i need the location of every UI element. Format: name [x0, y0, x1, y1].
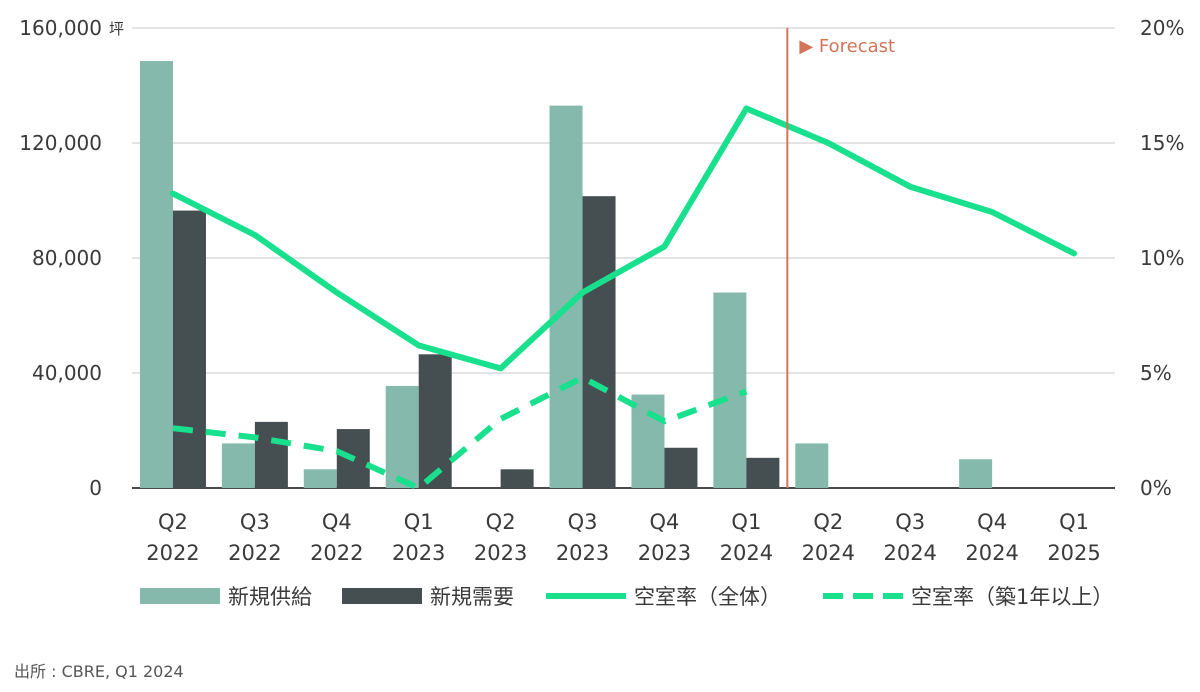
legend-swatch — [342, 588, 422, 604]
x-axis-ticks: Q2 2022 Q3 2022 Q4 2022 Q1 2023 Q2 2023 Q3 2023 Q4 20… — [146, 510, 1101, 565]
supply-bar — [303, 469, 337, 488]
x-tick-quarter: Q2 — [486, 510, 516, 534]
right-tick-label: 10% — [1140, 246, 1184, 270]
demand-bar — [664, 447, 698, 488]
x-tick-year: 2024 — [720, 541, 773, 565]
vacancy-line-1yr-plus — [172, 374, 748, 491]
x-tick-quarter: Q1 — [1059, 510, 1089, 534]
x-tick-quarter: Q3 — [240, 510, 270, 534]
left-tick-label: 0 — [89, 476, 102, 500]
x-tick-quarter: Q2 — [813, 510, 843, 534]
demand-bar — [418, 354, 452, 488]
vacancy-line-total — [169, 105, 1078, 372]
x-tick-year: 2023 — [556, 541, 609, 565]
x-tick-quarter: Q1 — [404, 510, 434, 534]
x-tick-quarter: Q4 — [977, 510, 1007, 534]
forecast-marker: ▶ Forecast — [786, 28, 895, 488]
left-axis-ticks: 0 40,000 80,000 120,000 160,000 坪 — [19, 16, 124, 500]
x-tick-year: 2023 — [638, 541, 691, 565]
x-tick-year: 2024 — [802, 541, 855, 565]
demand-bar — [254, 421, 288, 488]
grid-lines — [132, 27, 1115, 489]
demand-bar — [746, 457, 780, 488]
x-tick-quarter: Q4 — [322, 510, 352, 534]
x-tick-year: 2024 — [965, 541, 1018, 565]
supply-bar — [385, 385, 419, 488]
x-tick-quarter: Q3 — [895, 510, 925, 534]
forecast-label: ▶ Forecast — [799, 36, 895, 57]
x-tick-year: 2022 — [310, 541, 363, 565]
demand-bar — [172, 210, 206, 488]
x-tick-year: 2022 — [146, 541, 199, 565]
x-tick-quarter: Q2 — [158, 510, 188, 534]
left-tick-label: 40,000 — [32, 361, 102, 385]
bars — [139, 61, 993, 488]
right-tick-label: 20% — [1140, 16, 1184, 40]
legend-label: 空室率（築1年以上） — [911, 585, 1113, 609]
x-tick-year: 2025 — [1047, 541, 1100, 565]
legend-label: 新規需要 — [430, 585, 514, 609]
legend-swatch — [140, 588, 220, 604]
right-axis-ticks: 0% 5% 10% 15% 20% — [1140, 16, 1184, 500]
x-tick-year: 2022 — [228, 541, 281, 565]
right-tick-label: 0% — [1140, 476, 1172, 500]
supply-bar — [959, 459, 993, 488]
x-tick-quarter: Q4 — [650, 510, 680, 534]
x-tick-year: 2024 — [883, 541, 936, 565]
right-tick-label: 5% — [1140, 361, 1172, 385]
x-tick-quarter: Q1 — [731, 510, 761, 534]
supply-bar — [139, 61, 173, 488]
left-tick-label: 120,000 — [19, 131, 102, 155]
left-tick-label: 160,000 — [19, 16, 102, 40]
left-axis-unit: 坪 — [109, 20, 124, 38]
right-tick-label: 15% — [1140, 131, 1184, 155]
legend-label: 新規供給 — [228, 585, 312, 609]
demand-bar — [582, 196, 616, 488]
vacancy-lines — [169, 105, 1078, 491]
legend-label: 空室率（全体） — [634, 585, 781, 609]
supply-bar — [631, 394, 665, 488]
left-tick-label: 80,000 — [32, 246, 102, 270]
demand-bar — [500, 469, 534, 488]
x-tick-year: 2023 — [392, 541, 445, 565]
source-note: 出所 : CBRE, Q1 2024 — [14, 662, 184, 681]
legend: 新規供給 新規需要 空室率（全体） 空室率（築1年以上） — [140, 585, 1113, 609]
supply-bar — [221, 443, 255, 488]
supply-bar — [795, 443, 829, 488]
x-tick-year: 2023 — [474, 541, 527, 565]
x-tick-quarter: Q3 — [568, 510, 598, 534]
